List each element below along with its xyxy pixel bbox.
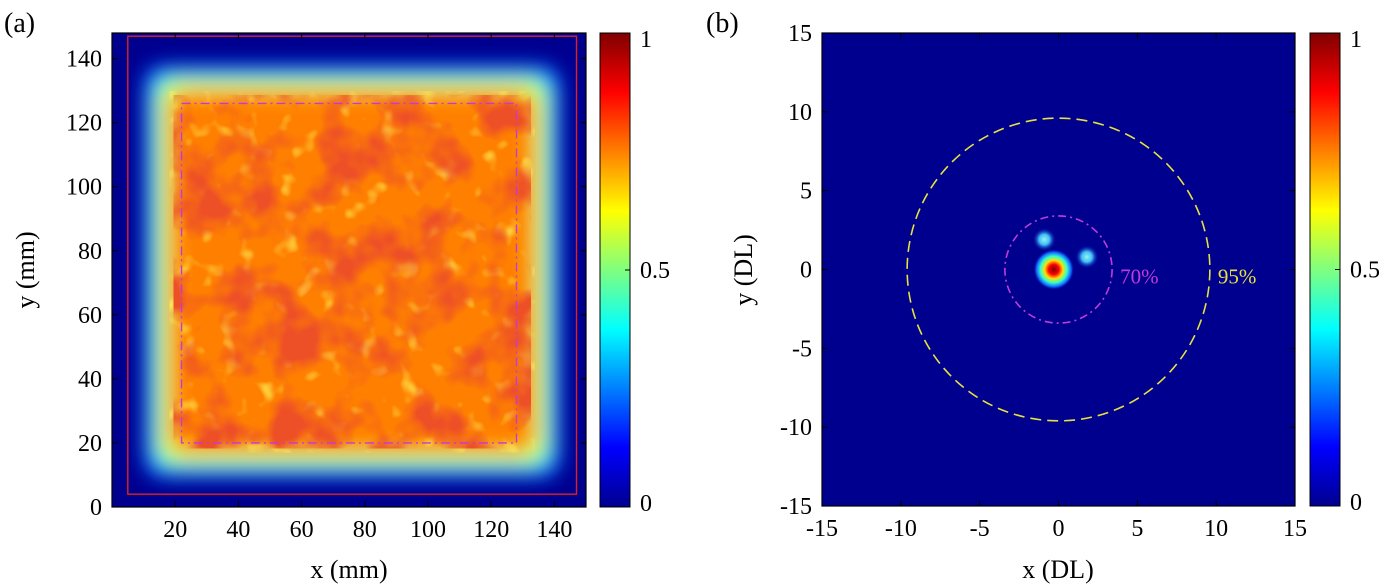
y-tick-label: 0	[800, 258, 812, 284]
x-tick-label: 120	[473, 517, 509, 543]
y-tick-label: 20	[78, 431, 102, 457]
y-tick-label: 10	[788, 100, 812, 126]
x-tick-label: 0	[1053, 516, 1065, 542]
y-tick-label: 100	[66, 175, 102, 201]
y-tick-label: 80	[78, 239, 102, 265]
x-tick-label: -15	[806, 516, 838, 542]
panel-b-label: (b)	[706, 8, 739, 39]
aperture-rectangle	[127, 35, 578, 495]
panel-a-plot-frame	[111, 32, 587, 508]
panel-b-y-ticks: -15 -10 -5 0 5 10 15	[780, 21, 1295, 520]
x-tick-label: 10	[1204, 516, 1228, 542]
x-tick-label: 140	[536, 517, 572, 543]
panel-b-y-label: y (DL)	[729, 234, 758, 305]
panel-a-x-ticks: 20 40 60 80 100 120 140	[163, 33, 572, 543]
colorbar-tick-label: 1	[1350, 27, 1362, 53]
x-tick-label: 20	[163, 517, 187, 543]
colorbar-tick-label: 0	[1350, 490, 1362, 516]
panel-a: (a) 20 40 60 80 100 120 140 0 20 40 60 80 100 120 140…	[4, 8, 670, 584]
panel-a-y-label: y (mm)	[11, 231, 40, 308]
y-tick-label: 15	[788, 21, 812, 47]
encircled-energy-label: 70%	[1120, 265, 1159, 289]
x-tick-label: 100	[410, 517, 446, 543]
x-tick-label: 60	[290, 517, 314, 543]
main-lobe	[1033, 249, 1075, 290]
panel-a-colorbar-ticks: 00.51	[625, 27, 670, 517]
encircled-energy-label: 95%	[1218, 265, 1257, 289]
panel-b-x-ticks: -15 -10 -5 0 5 10 15	[806, 33, 1307, 542]
x-tick-label: 40	[226, 517, 250, 543]
y-tick-label: -5	[792, 336, 812, 362]
y-tick-label: 120	[66, 111, 102, 137]
panel-a-heatmap	[112, 33, 586, 507]
panel-b-x-label: x (DL)	[1022, 555, 1093, 584]
side-lobe	[1075, 245, 1099, 269]
x-tick-label: 5	[1131, 516, 1143, 542]
panel-b-colorbar-ticks: 00.51	[1335, 27, 1380, 516]
analysis-rectangle	[180, 102, 518, 444]
y-tick-label: 0	[90, 495, 102, 521]
y-tick-label: 40	[78, 367, 102, 393]
colorbar-tick-label: 1	[640, 27, 652, 53]
colorbar-tick-label: 0.5	[640, 258, 670, 284]
y-tick-label: -10	[780, 415, 812, 441]
y-tick-label: 60	[78, 303, 102, 329]
y-tick-label: 140	[66, 47, 102, 73]
panel-a-label: (a)	[4, 8, 35, 39]
panel-b: (b) 70% 95% -15 -10 -5 0 5 10 15 -15-10-5051015…	[706, 8, 1380, 584]
panel-b-heatmap	[822, 33, 1295, 506]
panel-a-y-ticks: 0 20 40 60 80 100 120 140	[66, 47, 586, 521]
colorbar-tick-label: 0.5	[1350, 258, 1380, 284]
y-tick-label: 5	[800, 179, 812, 205]
encircled-energy-circle	[1004, 215, 1113, 324]
x-tick-label: 15	[1283, 516, 1307, 542]
side-lobe	[1032, 227, 1057, 252]
y-tick-label: -15	[780, 494, 812, 520]
x-tick-label: -10	[885, 516, 917, 542]
colorbar-tick-label: 0	[640, 491, 652, 517]
x-tick-label: 80	[353, 517, 377, 543]
field-texture-dark	[173, 95, 531, 449]
encircled-energy-circle	[906, 117, 1211, 422]
x-tick-label: -5	[970, 516, 990, 542]
panel-a-x-label: x (mm)	[310, 555, 387, 584]
